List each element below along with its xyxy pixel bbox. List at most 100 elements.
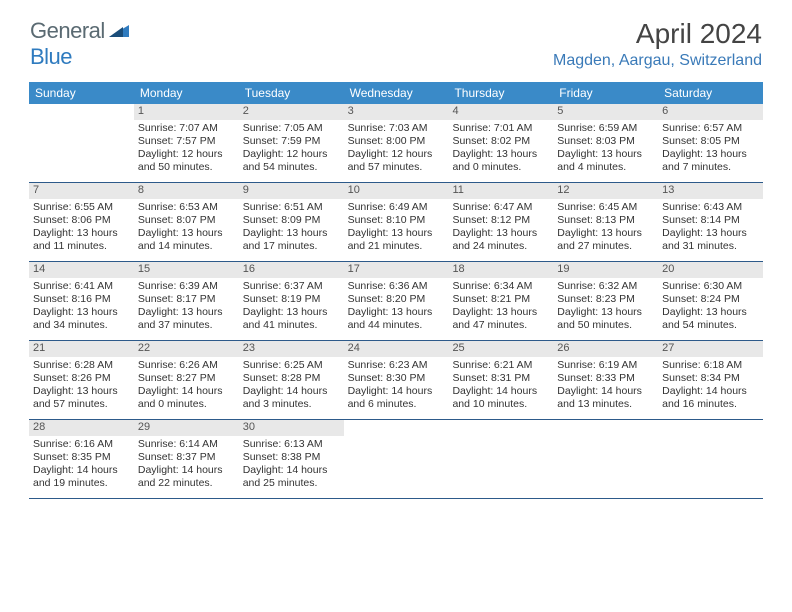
- calendar-cell: 4Sunrise: 7:01 AMSunset: 8:02 PMDaylight…: [448, 104, 553, 182]
- daylight-line-2: and 21 minutes.: [348, 240, 445, 253]
- day-number: 18: [448, 262, 553, 278]
- calendar-cell: 13Sunrise: 6:43 AMSunset: 8:14 PMDayligh…: [658, 183, 763, 261]
- calendar-week: 14Sunrise: 6:41 AMSunset: 8:16 PMDayligh…: [29, 262, 763, 341]
- calendar-cell: 23Sunrise: 6:25 AMSunset: 8:28 PMDayligh…: [239, 341, 344, 419]
- daylight-line-1: Daylight: 13 hours: [243, 306, 340, 319]
- sunrise-line: Sunrise: 6:18 AM: [662, 359, 759, 372]
- daylight-line-1: Daylight: 13 hours: [452, 148, 549, 161]
- daylight-line-2: and 11 minutes.: [33, 240, 130, 253]
- day-header: Sunday: [29, 82, 134, 104]
- calendar-cell: 24 Sunrise: 6:23 AMSunset: 8:30 PMDayligh…: [344, 341, 449, 419]
- daylight-line-1: Daylight: 13 hours: [33, 385, 130, 398]
- daylight-line-2: and 44 minutes.: [348, 319, 445, 332]
- calendar-cell: 15Sunrise: 6:39 AMSunset: 8:17 PMDayligh…: [134, 262, 239, 340]
- calendar-cell-empty: [29, 104, 134, 182]
- calendar-cell: 14Sunrise: 6:41 AMSunset: 8:16 PMDayligh…: [29, 262, 134, 340]
- sunset-line: Sunset: 8:35 PM: [33, 451, 130, 464]
- sunset-line: Sunset: 8:03 PM: [557, 135, 654, 148]
- daylight-line-2: and 57 minutes.: [348, 161, 445, 174]
- sunset-line: Sunset: 7:59 PM: [243, 135, 340, 148]
- sunrise-line: Sunrise: 6:19 AM: [557, 359, 654, 372]
- calendar-cell-empty: [448, 420, 553, 498]
- calendar-cell: 8Sunrise: 6:53 AMSunset: 8:07 PMDaylight…: [134, 183, 239, 261]
- day-number: 5: [553, 104, 658, 120]
- calendar-cell-empty: [553, 420, 658, 498]
- day-number: 2: [239, 104, 344, 120]
- calendar-cell: 1Sunrise: 7:07 AMSunset: 7:57 PMDaylight…: [134, 104, 239, 182]
- daylight-line-1: Daylight: 13 hours: [452, 227, 549, 240]
- daylight-line-2: and 37 minutes.: [138, 319, 235, 332]
- daylight-line-1: Daylight: 13 hours: [557, 306, 654, 319]
- day-number: 8: [134, 183, 239, 199]
- sunset-line: Sunset: 8:34 PM: [662, 372, 759, 385]
- calendar-week: 7Sunrise: 6:55 AMSunset: 8:06 PMDaylight…: [29, 183, 763, 262]
- daylight-line-1: Daylight: 14 hours: [138, 385, 235, 398]
- sunset-line: Sunset: 8:00 PM: [348, 135, 445, 148]
- calendar-cell: 18Sunrise: 6:34 AMSunset: 8:21 PMDayligh…: [448, 262, 553, 340]
- daylight-line-2: and 13 minutes.: [557, 398, 654, 411]
- daylight-line-1: Daylight: 14 hours: [662, 385, 759, 398]
- logo-blue-wrap: Blue: [30, 44, 72, 70]
- calendar-cell: 16Sunrise: 6:37 AMSunset: 8:19 PMDayligh…: [239, 262, 344, 340]
- calendar-cell: 2Sunrise: 7:05 AMSunset: 7:59 PMDaylight…: [239, 104, 344, 182]
- day-number: 24: [344, 341, 449, 357]
- day-number: 16: [239, 262, 344, 278]
- daylight-line-1: Daylight: 13 hours: [348, 227, 445, 240]
- calendar-cell: 26Sunrise: 6:19 AMSunset: 8:33 PMDayligh…: [553, 341, 658, 419]
- daylight-line-1: Daylight: 12 hours: [243, 148, 340, 161]
- daylight-line-1: Daylight: 14 hours: [33, 464, 130, 477]
- daylight-line-1: Daylight: 14 hours: [348, 385, 445, 398]
- logo-text-general: General: [30, 18, 105, 44]
- daylight-line-1: Daylight: 13 hours: [557, 148, 654, 161]
- sunrise-line: Sunrise: 6:28 AM: [33, 359, 130, 372]
- calendar-cell: 22Sunrise: 6:26 AMSunset: 8:27 PMDayligh…: [134, 341, 239, 419]
- calendar-cell: 9Sunrise: 6:51 AMSunset: 8:09 PMDaylight…: [239, 183, 344, 261]
- sunset-line: Sunset: 8:24 PM: [662, 293, 759, 306]
- sunrise-line: Sunrise: 6:39 AM: [138, 280, 235, 293]
- sunrise-line: Sunrise: 6:21 AM: [452, 359, 549, 372]
- daylight-line-2: and 6 minutes.: [348, 398, 445, 411]
- calendar-week: 1Sunrise: 7:07 AMSunset: 7:57 PMDaylight…: [29, 104, 763, 183]
- month-title: April 2024: [553, 18, 762, 50]
- day-number: 21: [29, 341, 134, 357]
- calendar-cell-empty: [344, 420, 449, 498]
- day-number: 22: [134, 341, 239, 357]
- daylight-line-2: and 50 minutes.: [557, 319, 654, 332]
- calendar-cell: 27Sunrise: 6:18 AMSunset: 8:34 PMDayligh…: [658, 341, 763, 419]
- daylight-line-2: and 0 minutes.: [138, 398, 235, 411]
- sunrise-line: Sunrise: 6:57 AM: [662, 122, 759, 135]
- sunset-line: Sunset: 8:13 PM: [557, 214, 654, 227]
- daylight-line-1: Daylight: 13 hours: [662, 227, 759, 240]
- day-number: 28: [29, 420, 134, 436]
- daylight-line-2: and 10 minutes.: [452, 398, 549, 411]
- daylight-line-2: and 34 minutes.: [33, 319, 130, 332]
- sunrise-line: Sunrise: 6:41 AM: [33, 280, 130, 293]
- daylight-line-1: Daylight: 14 hours: [557, 385, 654, 398]
- calendar-cell: 6Sunrise: 6:57 AMSunset: 8:05 PMDaylight…: [658, 104, 763, 182]
- sunrise-line: Sunrise: 6:23 AM: [348, 359, 445, 372]
- day-number: 11: [448, 183, 553, 199]
- sunrise-line: Sunrise: 6:59 AM: [557, 122, 654, 135]
- sunset-line: Sunset: 8:20 PM: [348, 293, 445, 306]
- calendar-cell: 25Sunrise: 6:21 AMSunset: 8:31 PMDayligh…: [448, 341, 553, 419]
- daylight-line-1: Daylight: 13 hours: [138, 227, 235, 240]
- sunrise-line: Sunrise: 7:07 AM: [138, 122, 235, 135]
- sunset-line: Sunset: 8:06 PM: [33, 214, 130, 227]
- sunset-line: Sunset: 8:33 PM: [557, 372, 654, 385]
- daylight-line-1: Daylight: 14 hours: [243, 464, 340, 477]
- daylight-line-2: and 14 minutes.: [138, 240, 235, 253]
- calendar-cell: 20Sunrise: 6:30 AMSunset: 8:24 PMDayligh…: [658, 262, 763, 340]
- daylight-line-2: and 47 minutes.: [452, 319, 549, 332]
- day-number: 6: [658, 104, 763, 120]
- daylight-line-1: Daylight: 13 hours: [33, 227, 130, 240]
- day-number: 4: [448, 104, 553, 120]
- sunrise-line: Sunrise: 6:53 AM: [138, 201, 235, 214]
- day-number: 25: [448, 341, 553, 357]
- daylight-line-1: Daylight: 13 hours: [348, 306, 445, 319]
- sunrise-line: Sunrise: 6:47 AM: [452, 201, 549, 214]
- daylight-line-2: and 24 minutes.: [452, 240, 549, 253]
- sunrise-line: Sunrise: 6:13 AM: [243, 438, 340, 451]
- day-number: 23: [239, 341, 344, 357]
- sunset-line: Sunset: 8:30 PM: [348, 372, 445, 385]
- daylight-line-1: Daylight: 14 hours: [452, 385, 549, 398]
